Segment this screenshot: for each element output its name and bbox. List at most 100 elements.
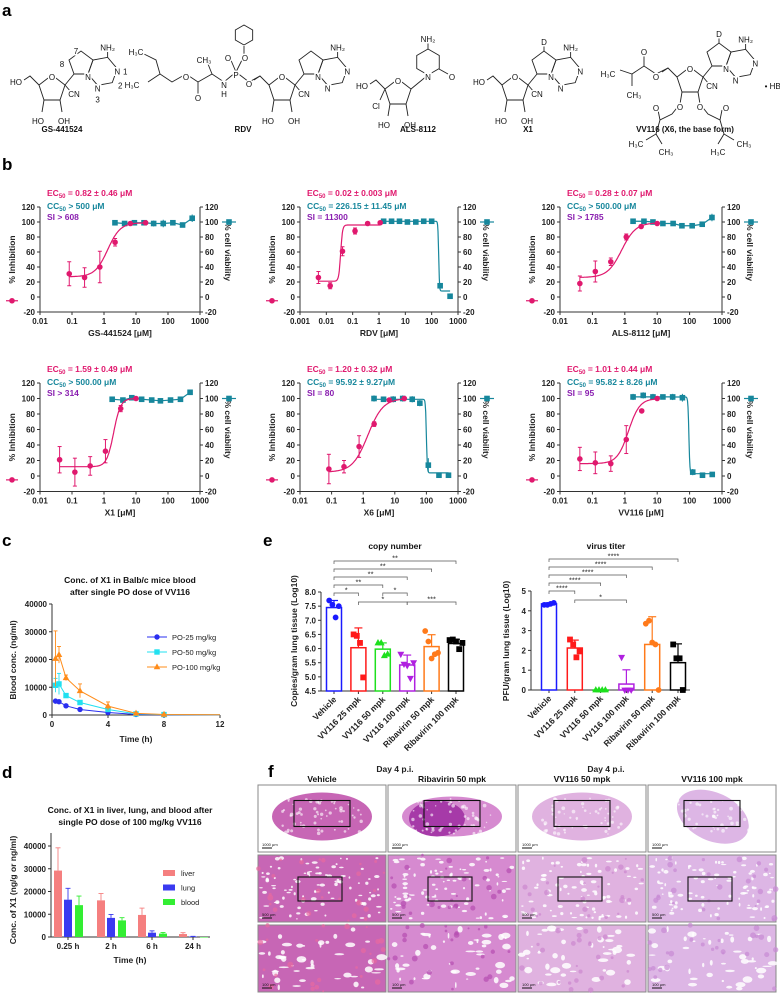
y-tick-label-left: 120 <box>22 203 36 212</box>
y-tick-label-right: 100 <box>463 218 477 227</box>
zoom-box <box>297 876 343 902</box>
tissue-spot <box>450 938 454 942</box>
alveolus <box>763 872 768 877</box>
alveolus <box>589 797 591 800</box>
alveolus <box>413 873 416 877</box>
y-tick-label-left: 60 <box>546 248 555 257</box>
tissue-spot <box>301 896 306 902</box>
scale-bar-label: 1000 μm <box>392 842 408 847</box>
y-axis-label-left: % Inhibition <box>7 235 17 283</box>
y-tick-label-left: -20 <box>543 308 555 317</box>
y-tick-label-right: 20 <box>727 457 736 466</box>
tissue-spot <box>428 901 435 908</box>
data-point <box>435 649 441 656</box>
alveolus <box>448 831 451 834</box>
alveolus <box>293 892 296 896</box>
x-axis-label: X6 [μM] <box>364 508 395 518</box>
tissue-spot <box>621 984 625 988</box>
data-point <box>570 641 577 648</box>
alveolus <box>521 866 526 870</box>
atom-label: HO <box>10 78 22 87</box>
alveolus <box>760 907 763 911</box>
cc50-value: = 95.92 ± 9.27μM <box>326 377 395 387</box>
viability-point <box>447 293 453 300</box>
significance-label: ** <box>368 570 374 579</box>
y-tick-label-right: -20 <box>463 308 475 317</box>
tissue-spot <box>575 964 578 968</box>
y-tick-label-right: 60 <box>205 248 214 257</box>
bar <box>75 905 83 937</box>
alveolus <box>536 883 539 887</box>
alveolus <box>310 964 315 968</box>
y-tick-label-left: -20 <box>543 488 555 497</box>
alveolus <box>555 816 557 819</box>
alveolus <box>472 831 476 835</box>
alveolus <box>569 970 577 973</box>
alveolus <box>457 925 463 933</box>
alveolus <box>747 960 757 963</box>
atom-label: N <box>221 81 227 90</box>
alveolus <box>435 858 442 860</box>
alveolus <box>269 865 273 868</box>
alveolus <box>289 814 292 817</box>
scale-bar-label: 100 μm <box>392 982 406 987</box>
tissue-spot <box>359 974 363 978</box>
y-tick-label-right: -20 <box>463 488 475 497</box>
inhibition-point <box>315 274 322 281</box>
tissue-spot <box>390 876 394 880</box>
x-tick-label: 4 <box>106 720 111 729</box>
viability-point <box>380 396 387 403</box>
alveolus <box>367 913 371 918</box>
inhibition-point <box>623 436 630 443</box>
alveolus <box>448 822 453 827</box>
data-point <box>62 674 70 681</box>
tissue-spot <box>360 948 366 954</box>
inhibition-point <box>112 239 118 246</box>
alveolus <box>580 870 582 874</box>
tissue-spot <box>447 905 452 910</box>
alveolus <box>624 979 631 985</box>
data-point <box>618 654 626 662</box>
atom-label: N <box>85 73 91 82</box>
tissue-spot <box>667 861 673 868</box>
column-title: Vehicle <box>307 774 337 784</box>
alveolus <box>402 963 410 967</box>
alveolus <box>334 880 337 883</box>
y-tick-label-right: 100 <box>463 395 477 404</box>
alveolus <box>698 803 702 807</box>
alveolus <box>450 892 456 895</box>
y-tick-label-right: 60 <box>463 426 472 435</box>
alveolus <box>686 829 688 832</box>
atom-label: N <box>733 76 739 85</box>
tissue-spot <box>265 938 269 942</box>
alveolus <box>279 905 284 908</box>
tissue-spot <box>640 878 645 882</box>
viability-point <box>709 471 716 478</box>
tissue-spot <box>706 872 711 877</box>
tissue-spot <box>453 904 458 910</box>
y-tick-label: 0 <box>522 686 527 695</box>
x-tick-label: 0.1 <box>66 317 78 326</box>
x-tick-label: 10 <box>132 317 141 326</box>
alveolus <box>402 878 408 880</box>
x-tick-label: 1000 <box>191 497 209 506</box>
alveolus <box>648 954 656 956</box>
bar <box>148 932 156 937</box>
significance-label: **** <box>608 552 620 561</box>
alveolus <box>730 936 735 943</box>
column-title: VV116 100 mpk <box>681 774 743 784</box>
y-tick-label-right: 0 <box>205 472 210 481</box>
tissue-spot <box>650 965 656 971</box>
tissue-spot <box>701 858 706 862</box>
tissue-spot <box>602 934 608 940</box>
y-tick-label-left: 20 <box>286 278 295 287</box>
alveolus <box>484 832 487 834</box>
y-tick-label-left: 100 <box>22 395 36 404</box>
alveolus <box>714 912 719 917</box>
alveolus <box>408 917 413 920</box>
tissue-spot <box>408 911 413 916</box>
si-annotation: SI > 608 <box>47 212 79 222</box>
alveolus <box>335 881 341 883</box>
alveolus <box>551 915 557 918</box>
